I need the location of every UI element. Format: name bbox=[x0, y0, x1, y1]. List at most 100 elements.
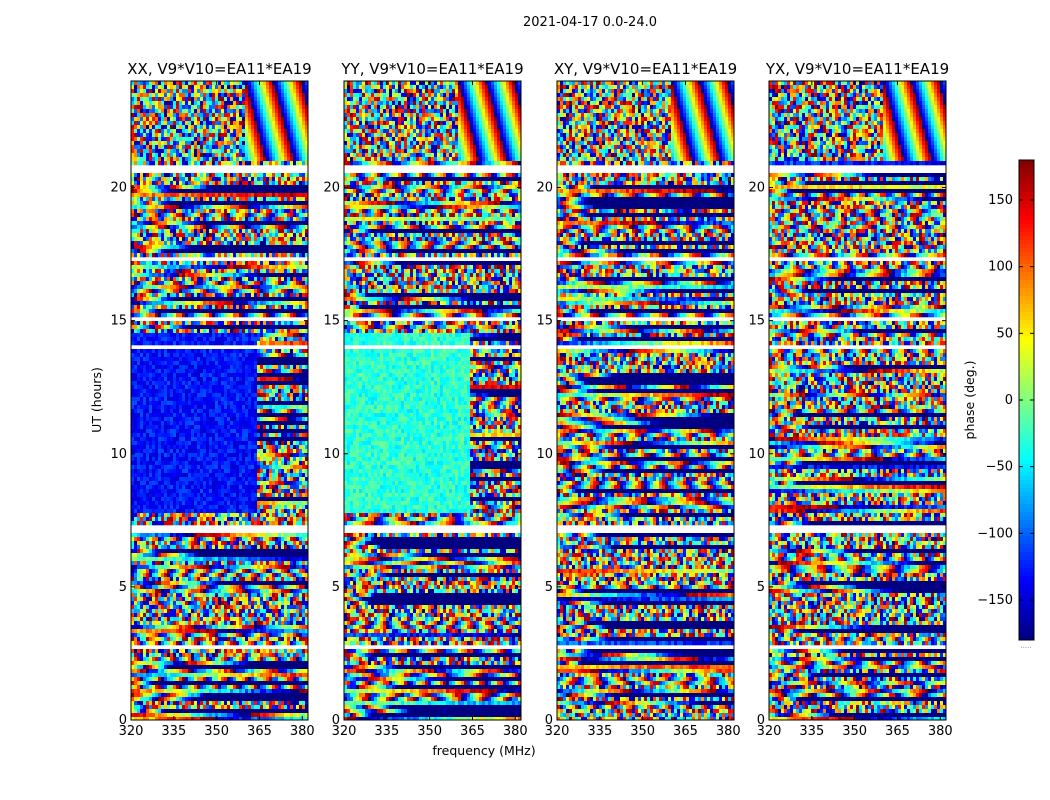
heatmap-cell bbox=[275, 313, 279, 318]
heatmap-cell bbox=[227, 121, 231, 126]
heatmap-cell bbox=[236, 361, 240, 366]
heatmap-cell bbox=[296, 397, 300, 402]
heatmap-cell bbox=[164, 417, 168, 422]
heatmap-cell bbox=[302, 181, 306, 186]
heatmap-cell bbox=[296, 373, 300, 378]
heatmap-cell bbox=[173, 393, 177, 398]
heatmap-cell bbox=[302, 321, 306, 326]
heatmap-cell bbox=[248, 233, 252, 238]
heatmap-cell bbox=[137, 289, 141, 294]
heatmap-cell bbox=[170, 129, 174, 134]
heatmap-cell bbox=[158, 297, 162, 302]
heatmap-cell bbox=[191, 173, 195, 178]
heatmap-cell bbox=[146, 233, 150, 238]
heatmap-cell bbox=[167, 157, 171, 162]
heatmap-cell bbox=[296, 357, 300, 362]
heatmap-cell bbox=[251, 233, 255, 238]
heatmap-cell bbox=[230, 105, 234, 110]
heatmap-cell bbox=[206, 157, 210, 162]
heatmap-cell bbox=[179, 409, 183, 414]
heatmap-cell bbox=[188, 137, 192, 142]
heatmap-cell bbox=[143, 341, 147, 346]
heatmap-cell bbox=[176, 141, 180, 146]
heatmap-cell bbox=[131, 325, 135, 330]
heatmap-cell bbox=[212, 409, 216, 414]
heatmap-cell bbox=[176, 401, 180, 406]
heatmap-cell bbox=[254, 321, 258, 326]
heatmap-cell bbox=[254, 177, 258, 182]
heatmap-cell bbox=[137, 409, 141, 414]
heatmap-cell bbox=[167, 241, 171, 246]
heatmap-cell bbox=[287, 329, 291, 334]
heatmap-cell bbox=[218, 185, 222, 190]
heatmap-cell bbox=[281, 245, 285, 250]
heatmap-cell bbox=[152, 309, 156, 314]
heatmap-cell bbox=[287, 333, 291, 338]
heatmap-cell bbox=[239, 105, 243, 110]
heatmap-cell bbox=[137, 365, 141, 370]
heatmap-cell bbox=[221, 333, 225, 338]
heatmap-cell bbox=[299, 141, 303, 146]
heatmap-cell bbox=[137, 341, 141, 346]
heatmap-cell bbox=[281, 365, 285, 370]
heatmap-cell bbox=[281, 313, 285, 318]
heatmap-cell bbox=[143, 301, 147, 306]
heatmap-cell bbox=[278, 353, 282, 358]
heatmap-cell bbox=[197, 269, 201, 274]
heatmap-cell bbox=[278, 125, 282, 130]
heatmap-cell bbox=[296, 193, 300, 198]
heatmap-cell bbox=[284, 241, 288, 246]
heatmap-cell bbox=[293, 357, 297, 362]
heatmap-cell bbox=[236, 217, 240, 222]
heatmap-cell bbox=[170, 221, 174, 226]
heatmap-cell bbox=[236, 93, 240, 98]
heatmap-cell bbox=[149, 113, 153, 118]
heatmap-cell bbox=[134, 417, 138, 422]
heatmap-cell bbox=[284, 273, 288, 278]
heatmap-cell bbox=[212, 401, 216, 406]
heatmap-cell bbox=[140, 361, 144, 366]
heatmap-cell bbox=[299, 193, 303, 198]
heatmap-cell bbox=[242, 249, 246, 254]
heatmap-cell bbox=[170, 373, 174, 378]
heatmap-cell bbox=[296, 217, 300, 222]
heatmap-cell bbox=[302, 297, 306, 302]
heatmap-cell bbox=[146, 133, 150, 138]
heatmap-cell bbox=[218, 177, 222, 182]
heatmap-cell bbox=[188, 93, 192, 98]
heatmap-cell bbox=[239, 301, 243, 306]
heatmap-cell bbox=[155, 273, 159, 278]
heatmap-cell bbox=[206, 425, 210, 430]
heatmap-cell bbox=[206, 149, 210, 154]
heatmap-cell bbox=[131, 333, 135, 338]
heatmap-cell bbox=[248, 85, 252, 90]
heatmap-cell bbox=[218, 269, 222, 274]
heatmap-cell bbox=[287, 417, 291, 422]
heatmap-cell bbox=[296, 297, 300, 302]
heatmap-cell bbox=[290, 393, 294, 398]
heatmap-cell bbox=[239, 429, 243, 434]
heatmap-cell bbox=[299, 353, 303, 358]
heatmap-cell bbox=[158, 253, 162, 258]
heatmap-cell bbox=[152, 385, 156, 390]
heatmap-cell bbox=[218, 121, 222, 126]
heatmap-cell bbox=[206, 417, 210, 422]
heatmap-cell bbox=[173, 297, 177, 302]
heatmap-cell bbox=[272, 245, 276, 250]
heatmap-cell bbox=[179, 149, 183, 154]
heatmap-cell bbox=[287, 189, 291, 194]
heatmap-cell bbox=[275, 285, 279, 290]
heatmap-cell bbox=[266, 405, 270, 410]
heatmap-cell bbox=[305, 293, 308, 298]
heatmap-cell bbox=[206, 137, 210, 142]
heatmap-cell bbox=[212, 125, 216, 130]
heatmap-cell bbox=[275, 249, 279, 254]
heatmap-cell bbox=[275, 253, 279, 258]
heatmap-cell bbox=[284, 153, 288, 158]
heatmap-cell bbox=[299, 101, 303, 106]
heatmap-cell bbox=[170, 189, 174, 194]
heatmap-cell bbox=[158, 421, 162, 426]
heatmap-cell bbox=[149, 185, 153, 190]
heatmap-cell bbox=[173, 109, 177, 114]
